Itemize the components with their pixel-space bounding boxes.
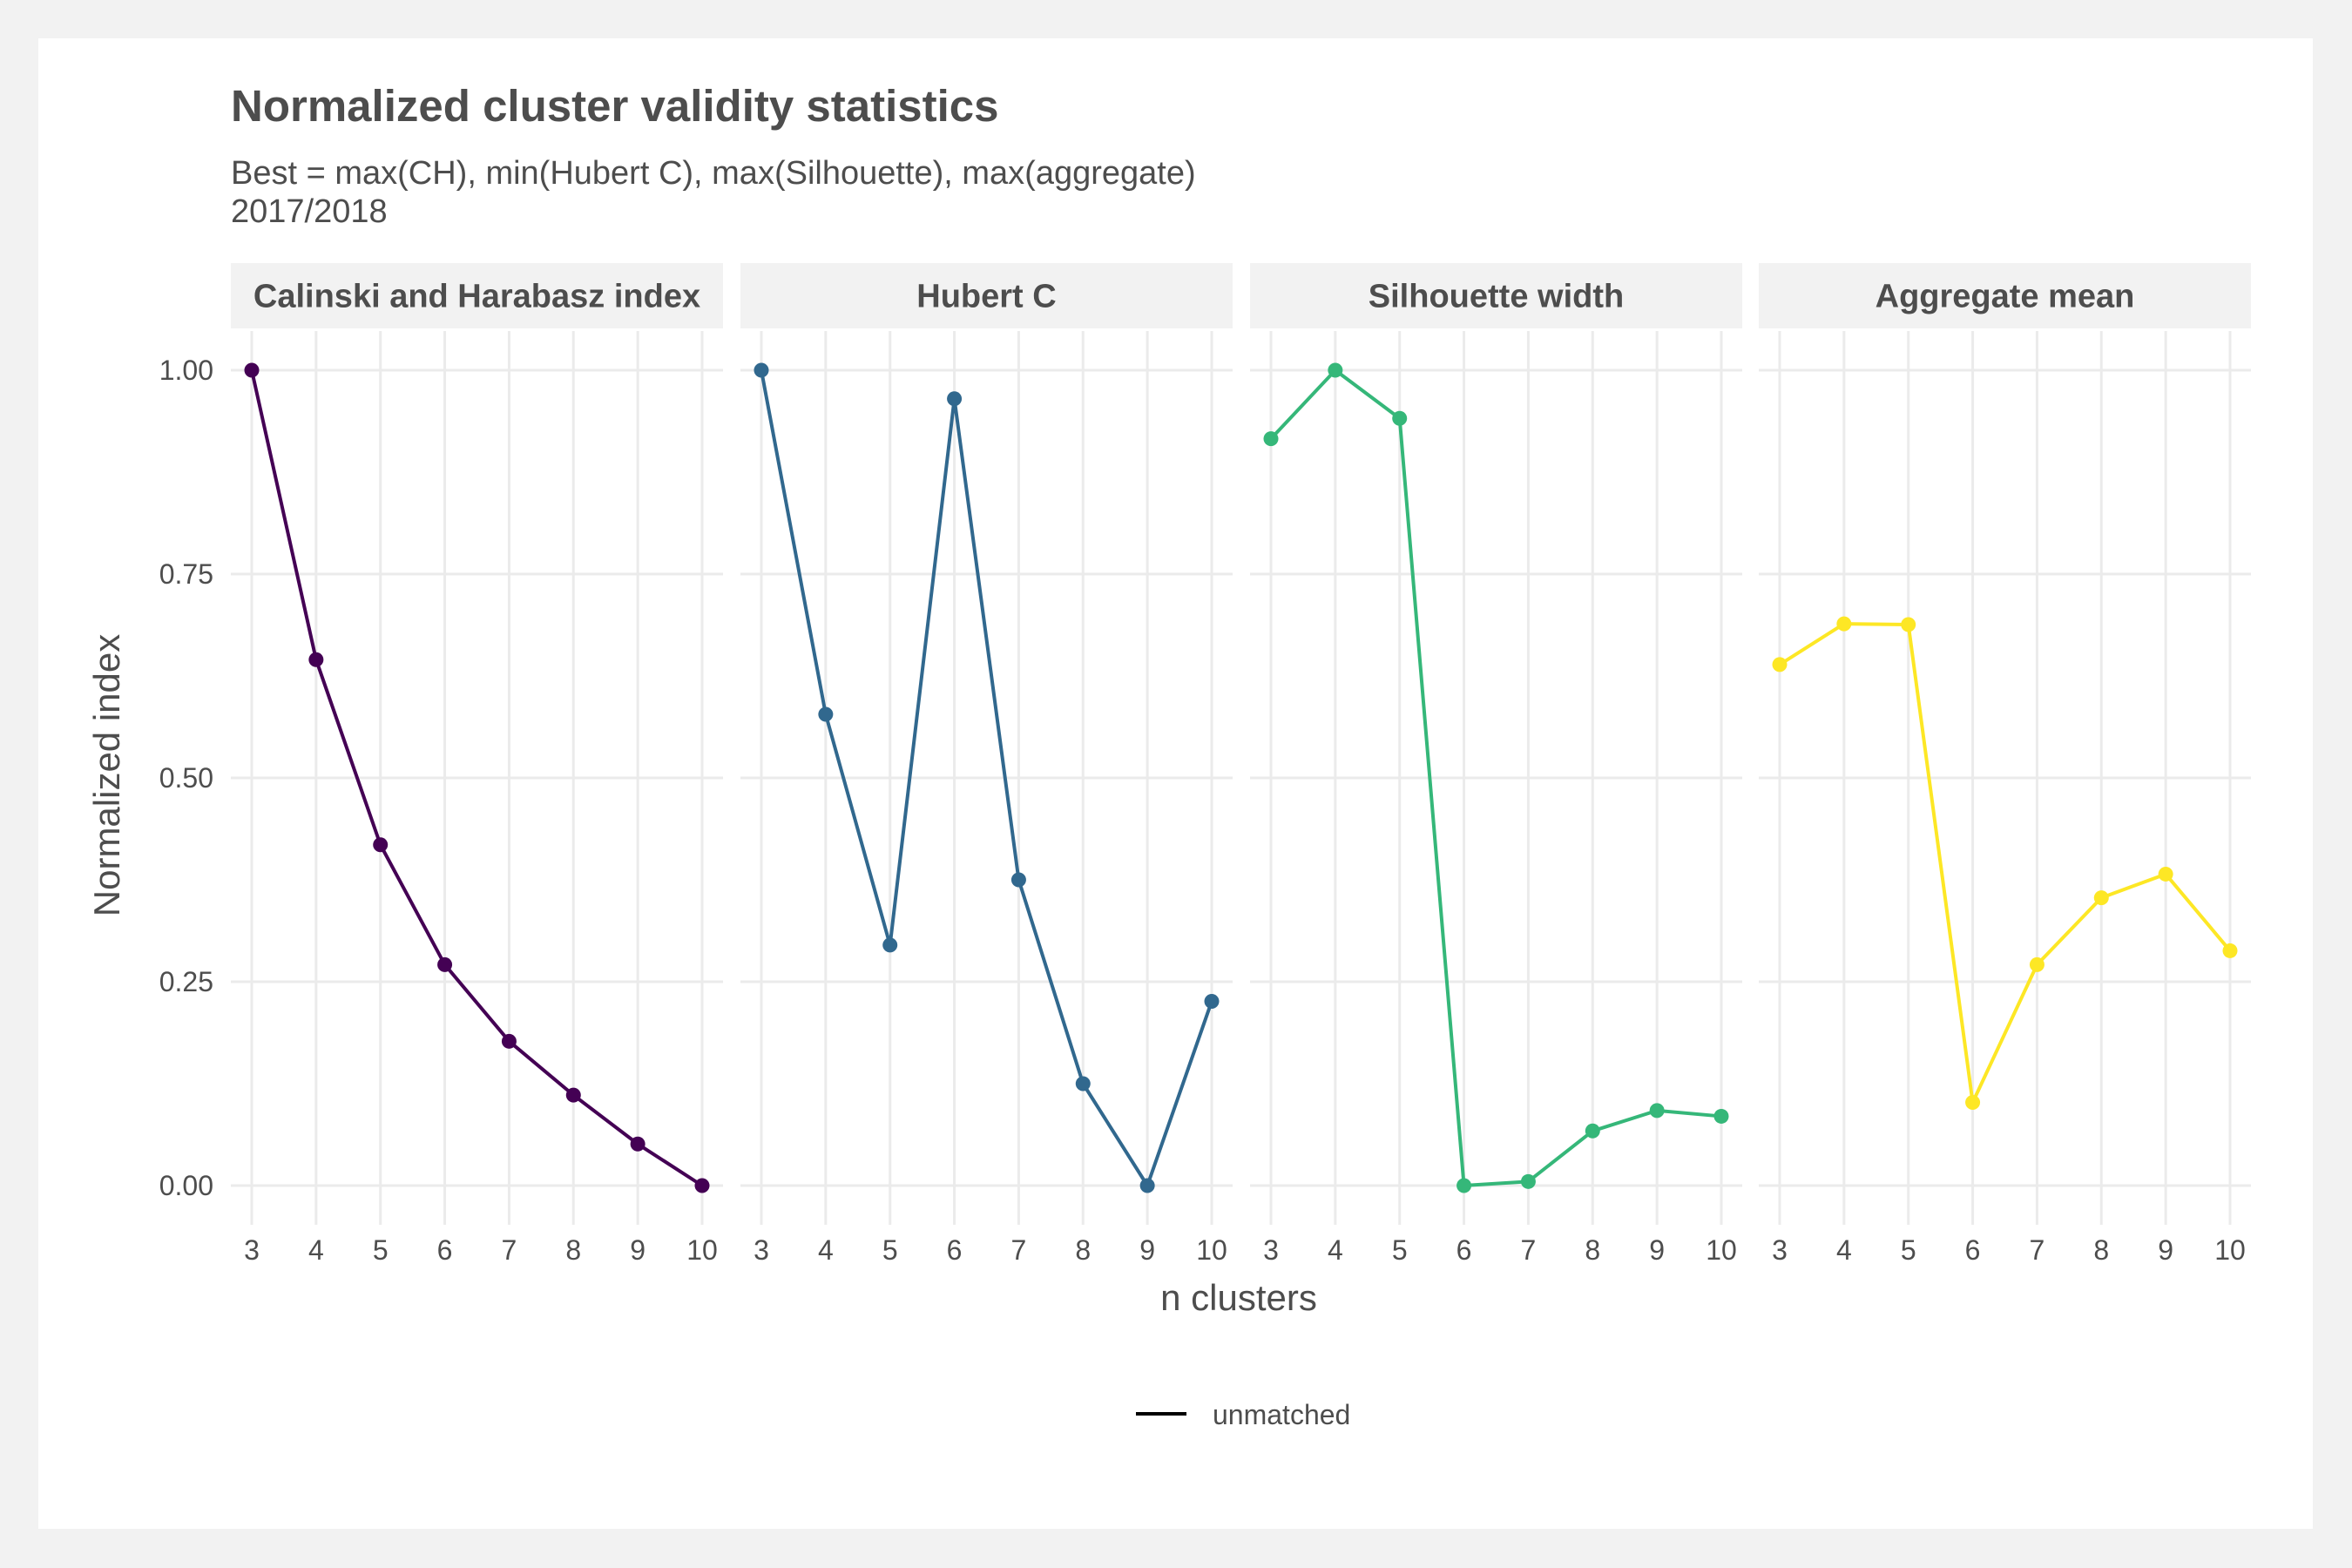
panel-title: Hubert C xyxy=(916,279,1056,315)
x-tick-label: 6 xyxy=(947,1234,963,1266)
x-tick-label: 8 xyxy=(1075,1234,1091,1266)
data-point xyxy=(1649,1103,1665,1119)
x-tick-label: 4 xyxy=(308,1234,324,1266)
data-point xyxy=(1901,617,1916,632)
data-point xyxy=(1328,362,1343,378)
data-point xyxy=(1713,1108,1729,1124)
x-tick-label: 3 xyxy=(244,1234,260,1266)
data-point xyxy=(1075,1076,1091,1092)
x-tick-label: 3 xyxy=(754,1234,769,1266)
panel-2: Hubert C 3 4 5 6 7 8 9 10 xyxy=(740,263,1233,1266)
y-tick-label: 0.50 xyxy=(159,762,213,794)
x-tick-label: 3 xyxy=(1263,1234,1279,1266)
data-point xyxy=(437,956,453,972)
facet-panels: Calinski and Harabasz index 3 4 5 6 7 8 9 10 0.00… xyxy=(159,263,2251,1266)
data-point xyxy=(1263,431,1279,447)
x-tick-label: 7 xyxy=(1011,1234,1027,1266)
data-point xyxy=(501,1033,517,1049)
x-axis-title: n clusters xyxy=(1160,1277,1317,1318)
data-point xyxy=(1010,872,1026,888)
x-tick-label: 6 xyxy=(1965,1234,1981,1266)
panel-strip xyxy=(231,263,723,328)
x-tick-label: 10 xyxy=(686,1234,718,1266)
data-point xyxy=(308,652,324,667)
x-tick-label: 9 xyxy=(2158,1234,2173,1266)
series-line xyxy=(760,369,1213,1187)
x-tick-label: 7 xyxy=(2030,1234,2045,1266)
x-tick-label: 9 xyxy=(1139,1234,1155,1266)
data-point xyxy=(373,837,389,853)
x-tick-label: 5 xyxy=(1392,1234,1408,1266)
panel-4: Aggregate mean 3 4 5 6 7 8 9 10 xyxy=(1759,263,2251,1266)
y-tick-label: 0.75 xyxy=(159,558,213,590)
data-point xyxy=(1204,993,1220,1009)
y-axis-title: Normalized index xyxy=(86,634,127,916)
x-tick-label: 5 xyxy=(373,1234,389,1266)
panel-strip xyxy=(1250,263,1742,328)
x-tick-label: 6 xyxy=(437,1234,453,1266)
data-point xyxy=(2222,943,2238,958)
y-tick-label: 1.00 xyxy=(159,355,213,386)
x-tick-label: 8 xyxy=(1585,1234,1600,1266)
data-point xyxy=(694,1178,710,1193)
data-point xyxy=(565,1087,581,1103)
chart-title: Normalized cluster validity statistics xyxy=(231,81,999,131)
x-tick-label: 9 xyxy=(1649,1234,1665,1266)
y-tick-label: 0.00 xyxy=(159,1170,213,1201)
data-point xyxy=(2158,866,2173,882)
panel-strip xyxy=(1759,263,2251,328)
data-point xyxy=(947,391,963,407)
x-tick-label: 10 xyxy=(1196,1234,1227,1266)
x-tick-label: 10 xyxy=(2214,1234,2246,1266)
data-point xyxy=(1392,410,1408,426)
data-point xyxy=(1520,1173,1536,1189)
panel-title: Calinski and Harabasz index xyxy=(253,279,700,315)
x-tick-label: 9 xyxy=(630,1234,645,1266)
x-tick-label: 6 xyxy=(1456,1234,1472,1266)
series-line xyxy=(250,369,704,1187)
panel-strip xyxy=(740,263,1233,328)
data-point xyxy=(1585,1123,1600,1139)
x-tick-label: 8 xyxy=(2093,1234,2109,1266)
data-point xyxy=(2029,956,2044,972)
panel-1: Calinski and Harabasz index 3 4 5 6 7 8 9 10 0.00… xyxy=(159,263,723,1266)
data-point xyxy=(754,362,769,378)
data-point xyxy=(1456,1178,1472,1193)
x-tick-label: 8 xyxy=(565,1234,581,1266)
data-point xyxy=(1965,1095,1981,1111)
chart-subtitle: Best = max(CH), min(Hubert C), max(Silho… xyxy=(231,155,1196,192)
chart-figure: Normalized cluster validity statistics B… xyxy=(86,81,2251,1430)
data-point xyxy=(1836,616,1852,632)
legend: unmatched xyxy=(1136,1399,1350,1430)
x-tick-label: 4 xyxy=(1836,1234,1852,1266)
chart-subtitle-period: 2017/2018 xyxy=(231,193,388,230)
x-tick-label: 4 xyxy=(1328,1234,1343,1266)
y-tick-label: 0.25 xyxy=(159,966,213,997)
data-point xyxy=(2093,890,2109,906)
data-point xyxy=(630,1136,645,1152)
x-tick-label: 7 xyxy=(1521,1234,1537,1266)
x-tick-label: 10 xyxy=(1706,1234,1737,1266)
data-point xyxy=(1139,1178,1155,1193)
panel-title: Aggregate mean xyxy=(1876,279,2135,315)
chart-canvas: Normalized cluster validity statistics B… xyxy=(38,38,2313,1529)
legend-label: unmatched xyxy=(1213,1399,1350,1430)
data-point xyxy=(882,937,898,953)
data-point xyxy=(1772,657,1788,672)
x-tick-label: 7 xyxy=(502,1234,517,1266)
panel-3: Silhouette width 3 4 5 6 7 8 9 10 xyxy=(1250,263,1742,1266)
x-tick-label: 5 xyxy=(882,1234,898,1266)
series-line xyxy=(1778,622,2232,1105)
data-point xyxy=(818,706,834,722)
x-tick-label: 3 xyxy=(1772,1234,1788,1266)
panel-title: Silhouette width xyxy=(1369,279,1624,315)
x-tick-label: 4 xyxy=(818,1234,834,1266)
data-point xyxy=(244,362,260,378)
series-line xyxy=(1269,368,1722,1187)
x-tick-label: 5 xyxy=(1901,1234,1916,1266)
